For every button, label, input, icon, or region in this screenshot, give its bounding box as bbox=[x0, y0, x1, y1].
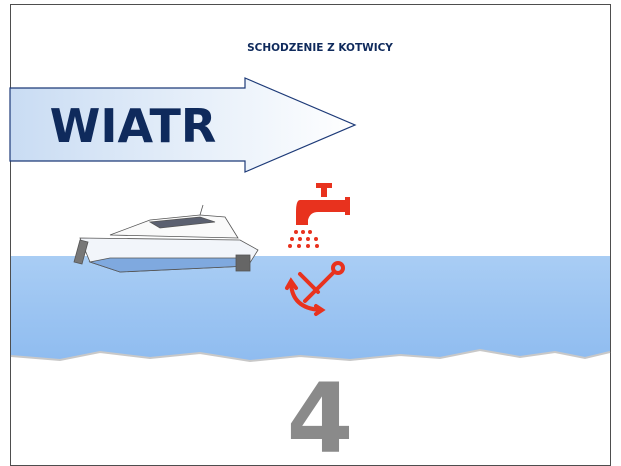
wind-label: WIATR bbox=[50, 99, 217, 153]
scene: SCHODZENIE Z KOTWICY WIATR 4 bbox=[0, 0, 621, 466]
step-number: 4 bbox=[287, 363, 354, 466]
title: SCHODZENIE Z KOTWICY bbox=[247, 42, 393, 54]
